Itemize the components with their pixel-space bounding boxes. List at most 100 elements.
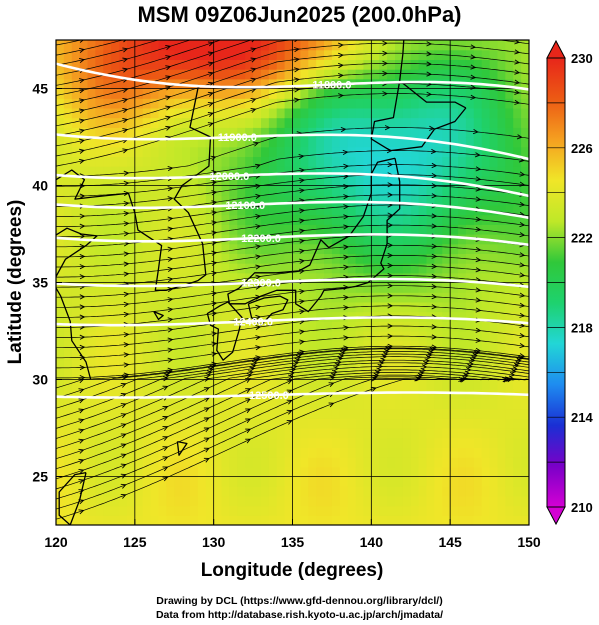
streamline [56,150,529,187]
streamline-arrow [78,499,85,505]
streamline-arrow [167,256,174,262]
streamline-arrow [431,284,438,290]
streamline-arrow [255,294,262,300]
streamline-arrow [123,352,130,358]
streamline-arrow [334,362,341,368]
streamline-arrow [343,194,350,200]
streamline-arrow [122,28,127,32]
streamline-arrow [210,155,217,161]
streamline-arrow [79,304,86,310]
x-axis-label: Longitude (degrees) [201,560,384,581]
streamline-arrow [431,193,438,199]
streamline-arrow [211,361,218,367]
streamline-arrow [208,22,213,26]
streamline-arrow [207,51,214,57]
streamline-arrow [387,343,394,349]
streamline-arrow [428,349,435,355]
streamline [56,194,529,227]
streamline-arrow [519,333,526,339]
streamline-arrow [207,61,214,67]
streamline-arrow [167,226,174,232]
streamline-arrow [78,428,85,434]
streamline-arrow [474,152,481,158]
streamline-arrow [206,370,213,376]
streamline-arrow [472,129,479,135]
streamline-arrow [519,322,526,329]
streamline-arrow [386,147,393,154]
streamline-arrow [289,370,296,376]
streamline-arrow [123,210,130,217]
streamline-arrow [519,252,526,258]
streamline-arrow [255,355,262,361]
streamline-arrow [255,163,261,169]
streamline-arrow [79,253,86,260]
streamline [56,348,529,399]
streamline-arrow [255,244,262,250]
streamline [56,351,529,409]
streamline-arrow [343,254,350,260]
streamline-arrow [431,243,438,249]
streamline [56,356,529,429]
streamline-arrow [431,344,438,350]
streamline-arrow [343,294,350,301]
contour-labels: 11800.0 11900.0 12000.0 12100.0 12200.0 12300… [210,80,352,402]
streamline-arrow [78,78,86,84]
streamline-arrow [165,45,172,51]
streamline-arrow [120,453,127,459]
streamline-arrow [203,447,210,453]
streamline-arrow [470,94,477,100]
streamline-arrow [205,372,212,379]
streamline-arrow [387,212,394,218]
streamline-arrow [299,339,306,345]
streamline-arrow [79,233,86,239]
streamline-arrow [162,476,169,482]
streamline-arrow [431,263,438,270]
streamline-arrow [519,201,526,207]
streamline-arrow [299,228,306,234]
streamline [56,285,529,318]
streamline-arrow [255,274,262,280]
streamline-arrow [343,305,350,311]
streamline-arrow [167,286,174,293]
streamline-arrow [250,363,257,369]
streamline-arrow [343,204,350,210]
streamline-arrow [431,223,438,229]
streamline-arrow [387,222,394,228]
streamline-arrow [203,417,210,423]
streamline-arrow [299,329,306,335]
streamline-arrow [162,446,169,451]
streamline-arrow [519,292,526,298]
streamline-arrow [123,291,130,297]
streamline-arrow [203,407,210,413]
streamline-arrow [387,262,394,269]
contour-label: 12000.0 [210,171,250,183]
streamline-arrow [519,343,526,349]
streamline-arrow [475,347,482,354]
streamline-arrow [167,357,174,363]
streamline-arrow [338,93,344,99]
streamline-arrow [469,357,476,363]
streamline-arrow [211,210,218,216]
streamline-arrow [211,190,218,196]
streamline-arrow [514,69,521,75]
streamline-arrow [165,25,170,29]
colorbar-tick-label: 218 [571,320,593,335]
streamline-arrow [430,148,437,155]
streamline-arrow [167,216,174,222]
streamline-arrow [343,163,350,169]
streamline-arrow [255,304,262,310]
streamline-arrow [343,284,350,290]
streamline-arrow [211,200,218,206]
streamline-arrow [122,57,129,63]
streamline-arrow [338,23,343,27]
x-tick-label: 130 [202,534,226,550]
coastline [56,227,98,380]
streamline-arrow [79,40,84,43]
streamline-arrow [78,489,85,495]
streamline-arrow [162,426,169,431]
streamline-arrow [211,230,218,236]
streamline-arrow [123,301,130,307]
streamline-arrow [286,419,293,425]
streamline [56,224,529,258]
height-contour [56,316,529,327]
